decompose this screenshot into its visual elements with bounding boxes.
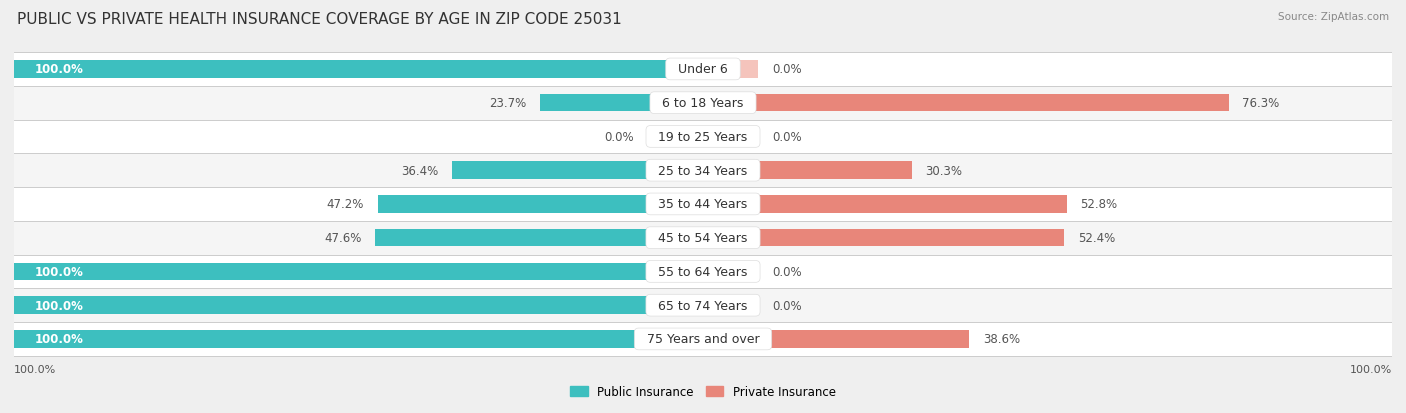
Bar bbox=[14, 154, 1392, 188]
Text: 0.0%: 0.0% bbox=[772, 63, 801, 76]
Bar bbox=[375, 229, 703, 247]
Text: 100.0%: 100.0% bbox=[35, 63, 83, 76]
Text: 100.0%: 100.0% bbox=[35, 332, 83, 346]
Text: 0.0%: 0.0% bbox=[772, 299, 801, 312]
Text: 0.0%: 0.0% bbox=[605, 131, 634, 144]
Bar bbox=[648, 196, 703, 213]
Bar bbox=[14, 61, 703, 78]
Bar bbox=[14, 87, 1392, 120]
Text: 23.7%: 23.7% bbox=[489, 97, 526, 110]
Bar bbox=[703, 61, 758, 78]
Text: Source: ZipAtlas.com: Source: ZipAtlas.com bbox=[1278, 12, 1389, 22]
Text: 52.4%: 52.4% bbox=[1078, 232, 1115, 244]
Bar bbox=[453, 162, 703, 180]
Bar bbox=[703, 263, 758, 280]
Bar bbox=[703, 330, 758, 348]
Bar bbox=[14, 289, 1392, 322]
Bar bbox=[648, 162, 703, 180]
Text: 36.4%: 36.4% bbox=[401, 164, 439, 177]
Bar bbox=[540, 95, 703, 112]
Text: 47.2%: 47.2% bbox=[326, 198, 364, 211]
Bar bbox=[14, 221, 1392, 255]
Bar bbox=[703, 330, 969, 348]
Text: 75 Years and over: 75 Years and over bbox=[638, 332, 768, 346]
Legend: Public Insurance, Private Insurance: Public Insurance, Private Insurance bbox=[565, 381, 841, 403]
Text: 76.3%: 76.3% bbox=[1243, 97, 1279, 110]
Text: 55 to 64 Years: 55 to 64 Years bbox=[651, 265, 755, 278]
Bar bbox=[703, 263, 758, 280]
Text: 0.0%: 0.0% bbox=[772, 131, 801, 144]
Bar bbox=[703, 128, 758, 146]
Bar bbox=[703, 95, 758, 112]
Bar bbox=[14, 53, 1392, 87]
Bar bbox=[703, 196, 1067, 213]
Bar bbox=[14, 120, 1392, 154]
Text: 45 to 54 Years: 45 to 54 Years bbox=[651, 232, 755, 244]
Text: 38.6%: 38.6% bbox=[983, 332, 1019, 346]
Bar bbox=[14, 263, 703, 280]
Bar bbox=[703, 61, 758, 78]
Bar bbox=[648, 128, 703, 146]
Bar bbox=[703, 229, 1064, 247]
Bar bbox=[378, 196, 703, 213]
Bar bbox=[648, 229, 703, 247]
Text: 0.0%: 0.0% bbox=[772, 265, 801, 278]
Text: 6 to 18 Years: 6 to 18 Years bbox=[654, 97, 752, 110]
Text: 47.6%: 47.6% bbox=[323, 232, 361, 244]
Bar bbox=[703, 297, 758, 314]
Bar bbox=[648, 95, 703, 112]
Text: 100.0%: 100.0% bbox=[1350, 364, 1392, 374]
Text: 100.0%: 100.0% bbox=[35, 265, 83, 278]
Bar bbox=[703, 297, 758, 314]
Bar bbox=[703, 162, 758, 180]
Bar bbox=[14, 188, 1392, 221]
Bar bbox=[648, 330, 703, 348]
Bar bbox=[14, 255, 1392, 289]
Text: 25 to 34 Years: 25 to 34 Years bbox=[651, 164, 755, 177]
Text: 19 to 25 Years: 19 to 25 Years bbox=[651, 131, 755, 144]
Bar bbox=[703, 196, 758, 213]
Text: 35 to 44 Years: 35 to 44 Years bbox=[651, 198, 755, 211]
Bar bbox=[648, 263, 703, 280]
Text: 65 to 74 Years: 65 to 74 Years bbox=[651, 299, 755, 312]
Bar bbox=[703, 229, 758, 247]
Text: PUBLIC VS PRIVATE HEALTH INSURANCE COVERAGE BY AGE IN ZIP CODE 25031: PUBLIC VS PRIVATE HEALTH INSURANCE COVER… bbox=[17, 12, 621, 27]
Text: 100.0%: 100.0% bbox=[14, 364, 56, 374]
Text: Under 6: Under 6 bbox=[671, 63, 735, 76]
Text: 30.3%: 30.3% bbox=[925, 164, 963, 177]
Bar bbox=[703, 162, 911, 180]
Bar bbox=[703, 128, 758, 146]
Bar bbox=[648, 128, 703, 146]
Bar bbox=[14, 297, 703, 314]
Bar bbox=[14, 322, 1392, 356]
Bar bbox=[14, 330, 703, 348]
Bar bbox=[648, 61, 703, 78]
Bar bbox=[648, 297, 703, 314]
Bar bbox=[703, 95, 1229, 112]
Text: 52.8%: 52.8% bbox=[1081, 198, 1118, 211]
Text: 100.0%: 100.0% bbox=[35, 299, 83, 312]
